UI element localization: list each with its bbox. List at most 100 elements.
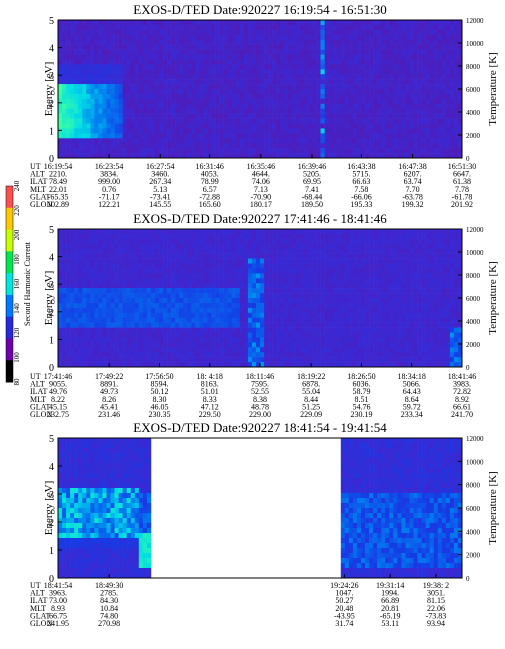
spectrogram-cell bbox=[146, 322, 152, 328]
spectrogram-cell bbox=[171, 263, 176, 269]
spectrogram-cell bbox=[292, 327, 297, 333]
spectrogram-column bbox=[223, 229, 228, 368]
spectrogram-cell bbox=[377, 153, 382, 159]
spectrogram-cell bbox=[163, 148, 168, 154]
spectrogram-cell bbox=[138, 20, 144, 26]
spectrogram-cell bbox=[393, 93, 398, 100]
spectrogram-cell bbox=[441, 59, 447, 65]
spectrogram-cell bbox=[401, 34, 406, 41]
spectrogram-cell bbox=[417, 74, 422, 80]
spectrogram-cell bbox=[320, 34, 325, 41]
spectrogram-cell bbox=[207, 29, 212, 36]
spectrogram-cell bbox=[300, 298, 305, 304]
spectrogram-cell bbox=[247, 238, 253, 245]
spectrogram-cell bbox=[251, 54, 257, 60]
spectrogram-cell bbox=[62, 39, 67, 45]
spectrogram-cell bbox=[74, 307, 79, 314]
spectrogram-cell bbox=[167, 273, 172, 279]
spectrogram-cell bbox=[90, 347, 95, 353]
spectrogram-cell bbox=[336, 44, 342, 50]
spectrogram-column bbox=[154, 229, 160, 368]
spectrogram-cell bbox=[58, 74, 63, 80]
spectrogram-cell bbox=[203, 327, 208, 333]
spectrogram-cell bbox=[300, 20, 305, 26]
spectrogram-cell bbox=[142, 229, 148, 235]
spectrogram-cell bbox=[86, 39, 91, 45]
spectrogram-cell bbox=[304, 98, 309, 105]
spectrogram-cell bbox=[138, 243, 144, 250]
spectrogram-column bbox=[94, 20, 99, 159]
spectrogram-cell bbox=[126, 258, 132, 264]
spectrogram-cell bbox=[276, 148, 281, 154]
spectrogram-cell bbox=[308, 113, 313, 119]
spectrogram-cell bbox=[284, 153, 289, 159]
ephemeris-value: 5.13 bbox=[153, 185, 167, 194]
spectrogram-cell bbox=[138, 89, 144, 95]
spectrogram-column bbox=[146, 20, 152, 159]
spectrogram-cell bbox=[356, 98, 362, 105]
spectrogram-cell bbox=[393, 113, 398, 119]
spectrogram-cell bbox=[373, 44, 378, 50]
spectrogram-cell bbox=[167, 54, 172, 60]
spectrogram-cell bbox=[134, 243, 140, 250]
spectrogram-cell bbox=[417, 44, 422, 50]
spectrogram-cell bbox=[421, 54, 426, 60]
spectrogram-cell bbox=[433, 138, 439, 144]
spectrogram-cell bbox=[183, 93, 188, 100]
spectrogram-cell bbox=[74, 263, 79, 269]
spectrogram-cell bbox=[122, 307, 127, 314]
spectrogram-cell bbox=[405, 54, 410, 60]
spectrogram-cell bbox=[260, 98, 265, 105]
spectrogram-cell bbox=[284, 327, 289, 333]
spectrogram-cell bbox=[312, 243, 317, 250]
spectrogram-cell bbox=[264, 39, 269, 45]
spectrogram-cell bbox=[126, 243, 132, 250]
spectrogram-cell bbox=[211, 317, 216, 323]
spectrogram-cell bbox=[324, 44, 329, 50]
spectrogram-cell bbox=[340, 133, 346, 139]
spectrogram-cell bbox=[457, 54, 463, 60]
ephemeris-value: 3834. bbox=[100, 170, 118, 179]
spectrogram-column bbox=[231, 229, 237, 368]
spectrogram-cell bbox=[316, 283, 321, 289]
spectrogram-cell bbox=[457, 123, 463, 129]
spectrogram-cell bbox=[425, 133, 430, 139]
spectrogram-cell bbox=[163, 362, 168, 368]
spectrogram-cell bbox=[102, 357, 107, 363]
spectrogram-cell bbox=[268, 24, 273, 31]
spectrogram-column bbox=[284, 229, 289, 368]
spectrogram-column bbox=[215, 229, 220, 368]
spectrogram-cell bbox=[223, 89, 228, 95]
spectrogram-cell bbox=[344, 84, 350, 90]
spectrogram-cell bbox=[304, 64, 309, 70]
spectrogram-cell bbox=[260, 283, 265, 289]
spectrogram-cell bbox=[308, 278, 313, 284]
spectrogram-cell bbox=[340, 153, 346, 159]
spectrogram-cell bbox=[231, 108, 237, 114]
spectrogram-cell bbox=[361, 59, 366, 65]
spectrogram-cell bbox=[235, 108, 241, 114]
spectrogram-cell bbox=[328, 98, 334, 105]
ephemeris-value: 22.01 bbox=[49, 185, 67, 194]
spectrogram-cell bbox=[296, 74, 301, 80]
spectrogram-column bbox=[308, 229, 313, 368]
spectrogram-cell bbox=[134, 39, 140, 45]
spectrogram-cell bbox=[150, 54, 156, 60]
spectrogram-cell bbox=[146, 89, 152, 95]
spectrogram-cell bbox=[207, 342, 212, 348]
spectrogram-cell bbox=[316, 64, 321, 70]
spectrogram-cell bbox=[154, 24, 160, 31]
spectrogram-cell bbox=[268, 89, 273, 95]
spectrogram-cell bbox=[66, 133, 71, 139]
spectrogram-cell bbox=[449, 39, 455, 45]
spectrogram-cell bbox=[66, 307, 71, 314]
spectrogram-cell bbox=[134, 69, 140, 75]
spectrogram-cell bbox=[296, 138, 301, 144]
spectrogram-cell bbox=[159, 108, 164, 114]
spectrogram-cell bbox=[98, 59, 103, 65]
spectrogram-column bbox=[453, 20, 459, 159]
spectrogram-cell bbox=[401, 84, 406, 90]
spectrogram-column bbox=[126, 229, 132, 368]
spectrogram-cell bbox=[264, 84, 269, 90]
spectrogram-cell bbox=[219, 108, 224, 114]
